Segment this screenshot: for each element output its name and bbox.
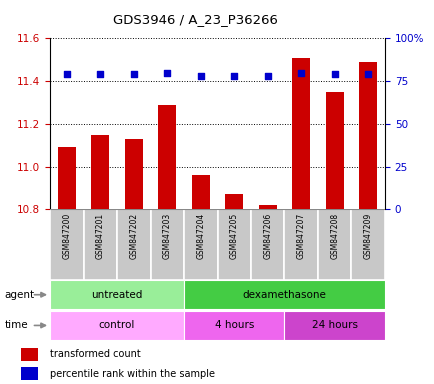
Bar (184, 280, 384, 309)
Bar (224, 194, 243, 209)
Text: GSM847206: GSM847206 (263, 213, 272, 259)
Text: percentile rank within the sample: percentile rank within the sample (50, 369, 215, 379)
Bar (291, 58, 310, 209)
Bar (250, 209, 284, 280)
Bar (317, 209, 351, 280)
Bar (258, 205, 276, 209)
Text: 24 hours: 24 hours (311, 320, 357, 331)
Bar (325, 92, 343, 209)
Bar (91, 134, 109, 209)
Bar (184, 209, 217, 280)
Bar (217, 209, 250, 280)
Text: GSM847207: GSM847207 (296, 213, 305, 259)
Point (331, 71, 338, 77)
Point (364, 71, 371, 77)
Point (230, 73, 237, 79)
Text: GSM847200: GSM847200 (62, 213, 71, 259)
Bar (83, 209, 117, 280)
Bar (124, 139, 143, 209)
Text: transformed count: transformed count (50, 349, 141, 359)
Text: GSM847204: GSM847204 (196, 213, 205, 259)
Bar (358, 62, 377, 209)
Text: GSM847202: GSM847202 (129, 213, 138, 259)
Bar (351, 209, 384, 280)
Bar (284, 209, 317, 280)
Text: GDS3946 / A_23_P36266: GDS3946 / A_23_P36266 (113, 13, 278, 26)
Bar (21, 367, 38, 380)
Text: 4 hours: 4 hours (214, 320, 253, 331)
Point (130, 71, 137, 77)
Point (63, 71, 70, 77)
Text: GSM847203: GSM847203 (162, 213, 171, 259)
Text: time: time (4, 320, 28, 331)
Text: untreated: untreated (91, 290, 142, 300)
Bar (117, 209, 150, 280)
Bar (150, 209, 184, 280)
Bar (191, 175, 210, 209)
Text: agent: agent (4, 290, 34, 300)
Point (97, 71, 104, 77)
Point (164, 70, 171, 76)
Point (264, 73, 271, 79)
Text: control: control (99, 320, 135, 331)
Bar (21, 348, 38, 361)
Text: GSM847208: GSM847208 (329, 213, 339, 259)
Text: GSM847205: GSM847205 (229, 213, 238, 259)
Point (197, 73, 204, 79)
Bar (57, 147, 76, 209)
Point (297, 70, 304, 76)
Bar (50, 311, 184, 340)
Text: GSM847209: GSM847209 (363, 213, 372, 259)
Bar (50, 209, 83, 280)
Bar (284, 311, 384, 340)
Bar (158, 104, 176, 209)
Text: GSM847201: GSM847201 (95, 213, 105, 259)
Bar (50, 280, 184, 309)
Text: dexamethasone: dexamethasone (242, 290, 326, 300)
Bar (184, 311, 284, 340)
